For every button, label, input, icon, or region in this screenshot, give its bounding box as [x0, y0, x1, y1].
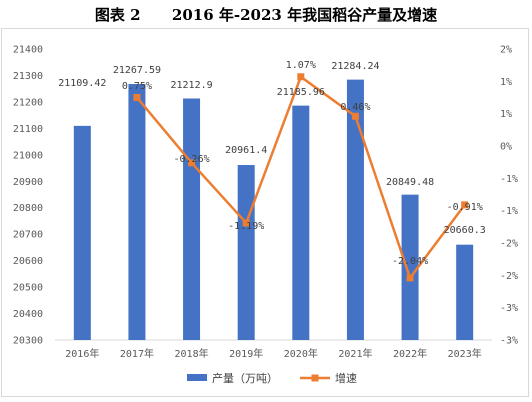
bar-data-label: 20660.3 — [444, 225, 486, 236]
y-right-tick-label: 1% — [500, 109, 512, 120]
y-right-tick-label: -2% — [500, 271, 518, 282]
y-right-tick-label: -2% — [500, 239, 518, 250]
chart-frame — [1, 28, 529, 397]
line-data-label: 1.07% — [286, 60, 316, 71]
bar — [128, 84, 146, 340]
y-left-tick-label: 20500 — [13, 283, 43, 294]
line-data-label: -1.19% — [228, 221, 264, 232]
bar — [401, 194, 419, 340]
y-right-tick-label: -1% — [500, 206, 518, 217]
line-point — [297, 73, 305, 81]
bar — [183, 98, 201, 340]
x-tick-label: 2022年 — [393, 347, 427, 360]
legend-bar-label: 产量（万吨） — [212, 371, 278, 385]
y-left-tick-label: 21200 — [13, 97, 43, 108]
legend: 产量（万吨） 增速 — [187, 371, 357, 385]
line-data-label: -0.91% — [447, 202, 483, 213]
line-data-label: 0.75% — [122, 81, 152, 92]
x-tick-label: 2020年 — [284, 347, 318, 360]
right-axis: 2% 1% 1% 0% -1% -1% -2% -2% -3% -3% — [500, 45, 518, 347]
y-left-tick-label: 21300 — [13, 71, 43, 82]
y-right-tick-label: 0% — [500, 142, 512, 153]
y-left-tick-label: 20600 — [13, 256, 43, 267]
line-data-label: -2.04% — [392, 256, 428, 267]
bar-data-label: 20961.4 — [225, 145, 267, 156]
y-right-tick-label: -3% — [500, 336, 518, 347]
y-right-tick-label: 1% — [500, 77, 512, 88]
line-point — [188, 159, 196, 167]
bar — [237, 165, 255, 340]
y-left-tick-label: 20400 — [13, 309, 43, 320]
y-right-tick-label: 2% — [500, 45, 512, 56]
line-point — [242, 219, 250, 227]
y-left-tick-label: 21400 — [13, 45, 43, 56]
line-series — [133, 73, 469, 282]
bar — [292, 105, 310, 340]
line-point — [351, 112, 359, 120]
y-right-tick-label: -1% — [500, 174, 518, 185]
bar-data-label: 21109.42 — [58, 78, 106, 89]
legend-line-marker — [311, 374, 319, 382]
y-left-tick-label: 20900 — [13, 177, 43, 188]
x-tick-label: 2021年 — [338, 347, 372, 360]
y-left-tick-label: 21100 — [13, 124, 43, 135]
bar-data-label: 21267.59 — [113, 65, 161, 76]
y-left-tick-label: 21000 — [13, 150, 43, 161]
bar — [73, 125, 91, 341]
line-data-label: -0.26% — [174, 154, 210, 165]
bar-data-label: 20849.48 — [386, 177, 434, 188]
x-tick-label: 2023年 — [448, 347, 482, 360]
bar-series — [73, 79, 474, 341]
line-point — [133, 94, 141, 101]
y-left-tick-label: 20800 — [13, 203, 43, 214]
x-axis: 2016年 2017年 2018年 2019年 2020年 2021年 2022年 2023年 — [65, 347, 481, 360]
bar — [346, 79, 364, 340]
y-left-tick-label: 20300 — [13, 336, 43, 347]
x-tick-label: 2017年 — [120, 347, 154, 360]
line-point — [406, 274, 414, 282]
bar — [456, 244, 474, 340]
y-left-tick-label: 20700 — [13, 230, 43, 241]
legend-bar-swatch — [187, 374, 207, 381]
bar-data-label: 21185.96 — [277, 87, 325, 98]
x-tick-label: 2016年 — [65, 347, 99, 360]
bar-data-label: 21212.9 — [170, 80, 212, 91]
chart-title: 图表 2 2016 年-2023 年我国稻谷产量及增速 — [94, 6, 438, 24]
x-tick-label: 2018年 — [175, 347, 209, 360]
left-axis: 21400 21300 21200 21100 21000 20900 20800 20700… — [13, 45, 43, 347]
line-data-label: 0.46% — [340, 102, 370, 113]
y-right-tick-label: -3% — [500, 303, 518, 314]
line-point — [461, 201, 469, 209]
bar-data-labels: 21109.42 21267.59 21212.9 20961.4 21185.96 21… — [58, 61, 486, 236]
bar-data-label: 21284.24 — [331, 61, 379, 72]
x-tick-label: 2019年 — [229, 347, 263, 360]
legend-line-label: 增速 — [335, 371, 357, 385]
line-data-labels: 0.75% -0.26% -1.19% 1.07% 0.46% -2.04% -0.91% — [122, 60, 483, 267]
